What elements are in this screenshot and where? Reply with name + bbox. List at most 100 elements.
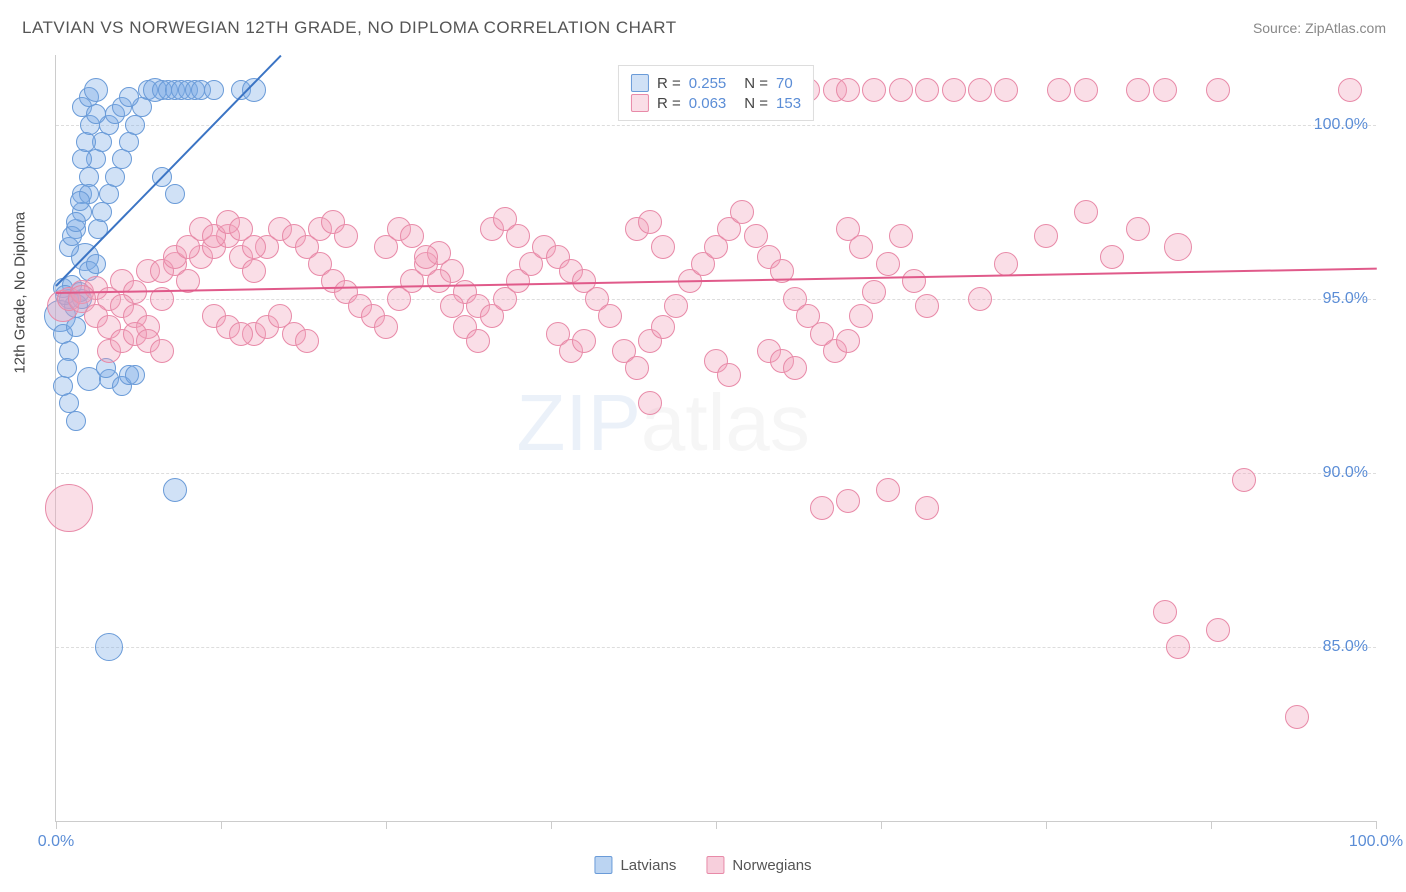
legend-r-label: R =	[657, 75, 681, 92]
scatter-point	[119, 132, 139, 152]
scatter-point	[862, 78, 886, 102]
watermark: ZIPatlas	[516, 377, 809, 469]
scatter-point	[165, 184, 185, 204]
scatter-point	[915, 294, 939, 318]
x-tick	[1211, 821, 1212, 829]
scatter-point	[836, 329, 860, 353]
scatter-point	[95, 633, 123, 661]
scatter-point	[651, 235, 675, 259]
scatter-point	[84, 78, 108, 102]
scatter-point	[1126, 78, 1150, 102]
legend-n-label: N =	[744, 75, 768, 92]
x-tick	[716, 821, 717, 829]
scatter-point	[625, 356, 649, 380]
y-axis-label: 12th Grade, No Diploma	[12, 212, 29, 374]
chart-container: LATVIAN VS NORWEGIAN 12TH GRADE, NO DIPL…	[0, 0, 1406, 892]
x-tick-label: 0.0%	[38, 833, 74, 851]
x-tick	[1376, 821, 1377, 829]
scatter-point	[66, 411, 86, 431]
scatter-point	[902, 269, 926, 293]
x-tick	[221, 821, 222, 829]
scatter-point	[876, 252, 900, 276]
scatter-point	[92, 202, 112, 222]
legend-label: Latvians	[620, 857, 676, 874]
scatter-point	[440, 294, 464, 318]
scatter-point	[664, 294, 688, 318]
scatter-point	[810, 496, 834, 520]
legend-n-value: 70	[776, 75, 793, 92]
scatter-point	[638, 210, 662, 234]
scatter-point	[1153, 78, 1177, 102]
scatter-point	[45, 484, 93, 532]
scatter-point	[849, 235, 873, 259]
scatter-point	[1285, 705, 1309, 729]
scatter-point	[876, 478, 900, 502]
scatter-point	[1206, 618, 1230, 642]
legend-row: R = 0.063 N = 153	[631, 94, 801, 112]
legend-n-label: N =	[744, 95, 768, 112]
x-tick	[551, 821, 552, 829]
scatter-point	[915, 496, 939, 520]
x-tick	[881, 821, 882, 829]
legend-swatch	[706, 856, 724, 874]
scatter-point	[150, 339, 174, 363]
scatter-point	[1074, 200, 1098, 224]
scatter-point	[334, 224, 358, 248]
y-gridline	[56, 125, 1376, 126]
scatter-point	[889, 224, 913, 248]
scatter-point	[1153, 600, 1177, 624]
scatter-point	[994, 78, 1018, 102]
scatter-point	[72, 149, 92, 169]
scatter-point	[1206, 78, 1230, 102]
scatter-point	[744, 224, 768, 248]
scatter-point	[717, 363, 741, 387]
legend-r-value: 0.255	[689, 75, 727, 92]
x-tick	[386, 821, 387, 829]
scatter-point	[427, 269, 451, 293]
legend-swatch	[631, 74, 649, 92]
scatter-point	[1164, 233, 1192, 261]
scatter-point	[76, 132, 96, 152]
scatter-point	[638, 391, 662, 415]
scatter-point	[1338, 78, 1362, 102]
x-tick	[56, 821, 57, 829]
scatter-point	[651, 315, 675, 339]
scatter-point	[229, 322, 253, 346]
scatter-point	[99, 184, 119, 204]
scatter-point	[242, 259, 266, 283]
scatter-point	[506, 224, 530, 248]
legend-n-value: 153	[776, 95, 801, 112]
scatter-point	[889, 78, 913, 102]
legend-label: Norwegians	[732, 857, 811, 874]
y-tick-label: 100.0%	[1314, 116, 1368, 134]
y-tick-label: 90.0%	[1323, 464, 1368, 482]
scatter-point	[1166, 635, 1190, 659]
scatter-point	[1100, 245, 1124, 269]
scatter-point	[70, 191, 90, 211]
plot-area: ZIPatlas R = 0.255 N = 70 R = 0.063 N = 153 85.…	[55, 55, 1376, 822]
x-tick-label: 100.0%	[1349, 833, 1403, 851]
scatter-point	[242, 235, 266, 259]
scatter-point	[572, 329, 596, 353]
scatter-point	[849, 304, 873, 328]
scatter-point	[66, 212, 86, 232]
scatter-point	[119, 87, 139, 107]
scatter-point	[968, 78, 992, 102]
y-tick-label: 85.0%	[1323, 638, 1368, 656]
scatter-point	[783, 356, 807, 380]
scatter-point	[862, 280, 886, 304]
correlation-legend: R = 0.255 N = 70 R = 0.063 N = 153	[618, 65, 814, 121]
scatter-point	[400, 224, 424, 248]
scatter-point	[994, 252, 1018, 276]
y-gridline	[56, 299, 1376, 300]
scatter-point	[204, 80, 224, 100]
scatter-point	[125, 115, 145, 135]
chart-title: LATVIAN VS NORWEGIAN 12TH GRADE, NO DIPL…	[22, 18, 677, 38]
legend-r-label: R =	[657, 95, 681, 112]
scatter-point	[836, 78, 860, 102]
legend-r-value: 0.063	[689, 95, 727, 112]
scatter-point	[1126, 217, 1150, 241]
legend-swatch	[631, 94, 649, 112]
legend-item: Latvians	[594, 856, 676, 874]
scatter-point	[1232, 468, 1256, 492]
